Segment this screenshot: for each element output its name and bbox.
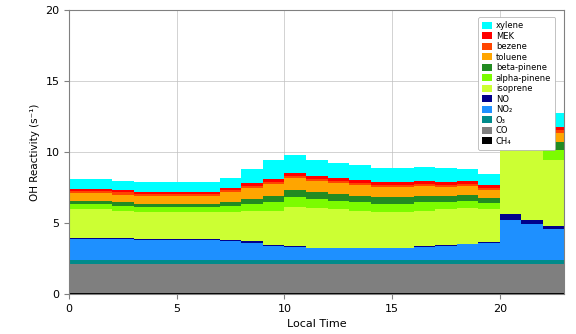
Legend: xylene, MEK, bezene, toluene, beta-pinene, alpha-pinene, isoprene, NO, NO₂, O₃, : xylene, MEK, bezene, toluene, beta-pinen… [478,17,555,150]
X-axis label: Local Time: Local Time [287,319,347,329]
Y-axis label: OH Reactivity (s⁻¹): OH Reactivity (s⁻¹) [30,103,40,201]
